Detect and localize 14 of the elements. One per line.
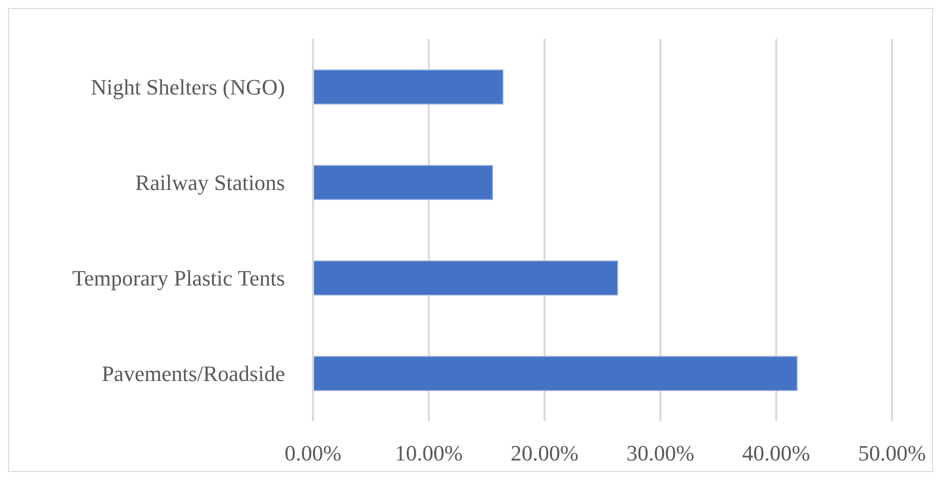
y-tick-label: Night Shelters (NGO)	[90, 74, 285, 100]
bar	[313, 260, 618, 296]
y-tick-label: Railway Stations	[135, 170, 285, 196]
y-tick-label: Temporary Plastic Tents	[72, 266, 285, 291]
x-tick-label: 40.00%	[742, 440, 810, 466]
bar	[313, 356, 798, 391]
bar	[313, 165, 493, 200]
x-tick-label: 50.00%	[858, 440, 926, 466]
x-tick-label: 10.00%	[394, 440, 463, 466]
x-tick-label: 20.00%	[510, 440, 579, 466]
y-tick-label: Pavements/Roadside	[102, 361, 285, 386]
x-tick-label: 30.00%	[626, 440, 694, 466]
bar	[313, 70, 504, 104]
x-tick-label: 0.00%	[284, 440, 342, 466]
